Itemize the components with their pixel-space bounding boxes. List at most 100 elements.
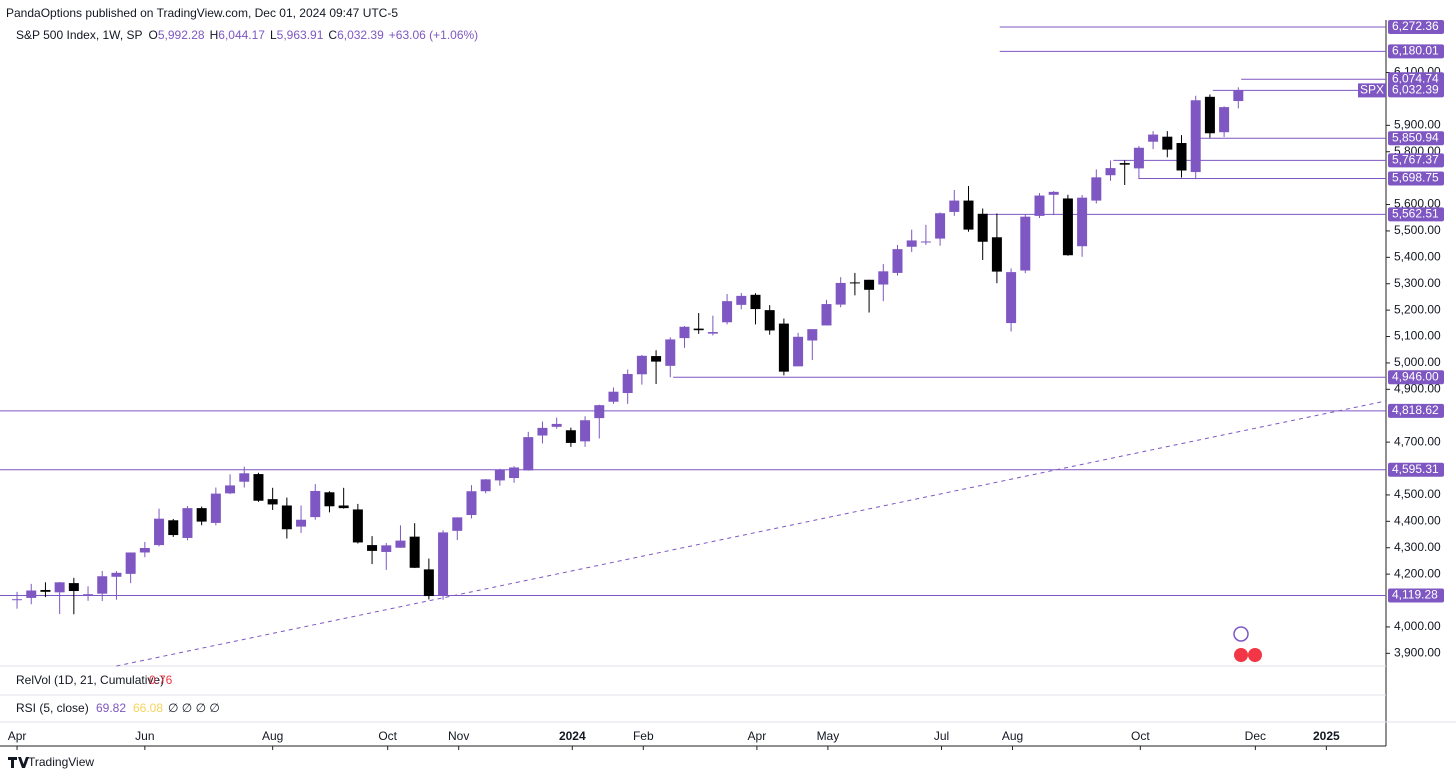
candle-body bbox=[651, 356, 662, 362]
candle-body bbox=[693, 328, 704, 331]
level-badge bbox=[1388, 131, 1444, 146]
candle-body bbox=[1105, 168, 1116, 176]
x-tick-label: Oct bbox=[378, 729, 397, 743]
y-tick-label: 5,000.00 bbox=[1394, 355, 1441, 369]
candle-body bbox=[338, 505, 349, 509]
y-tick-label: 4,000.00 bbox=[1394, 619, 1441, 633]
y-tick-label: 4,500.00 bbox=[1394, 487, 1441, 501]
x-tick-label: Aug bbox=[1002, 729, 1023, 743]
x-tick-label: Jun bbox=[135, 729, 154, 743]
candle-body bbox=[452, 517, 463, 531]
level-label: 4,119.28 bbox=[1392, 588, 1438, 602]
level-label: 5,767.37 bbox=[1392, 153, 1439, 167]
candle-body bbox=[1133, 147, 1144, 169]
candle-body bbox=[580, 420, 591, 442]
y-tick-label: 5,100.00 bbox=[1394, 329, 1441, 343]
candle-body bbox=[665, 339, 676, 366]
candle-body bbox=[494, 469, 505, 481]
candle-body bbox=[54, 582, 65, 593]
candle-body bbox=[1091, 177, 1102, 201]
level-label: 5,850.94 bbox=[1392, 130, 1439, 144]
level-badge bbox=[1388, 83, 1444, 98]
candle-body bbox=[26, 590, 37, 598]
legend-key: O bbox=[149, 28, 158, 42]
candle-body bbox=[679, 326, 690, 339]
candle-body bbox=[1006, 272, 1017, 324]
icons bbox=[1233, 626, 1262, 662]
y-tick-label: 5,600.00 bbox=[1394, 197, 1441, 211]
level-badge bbox=[1388, 171, 1444, 186]
candle-body bbox=[1233, 90, 1244, 102]
y-tick-label: 4,400.00 bbox=[1394, 514, 1441, 528]
y-tick-label: 3,900.00 bbox=[1394, 646, 1441, 660]
level-badge bbox=[1388, 72, 1444, 87]
candle-body bbox=[523, 437, 534, 471]
x-tick-label: Feb bbox=[633, 729, 654, 743]
candle-body bbox=[196, 508, 207, 522]
candle-body bbox=[239, 473, 250, 482]
candle-body bbox=[139, 547, 150, 553]
level-badge bbox=[1388, 153, 1444, 168]
published: PandaOptions published on TradingView.co… bbox=[6, 6, 398, 20]
level-label: 4,818.62 bbox=[1392, 403, 1439, 417]
x-tick-label: 2025 bbox=[1313, 729, 1340, 743]
level-label: 6,074.74 bbox=[1392, 71, 1439, 85]
candle-body bbox=[125, 552, 136, 574]
y-tick-label: 5,500.00 bbox=[1394, 223, 1441, 237]
icon bbox=[1233, 626, 1249, 642]
y-tick-label: 4,300.00 bbox=[1394, 540, 1441, 554]
candle-body bbox=[281, 505, 292, 530]
symbol-tag: SPX bbox=[1360, 83, 1384, 97]
candle-body bbox=[1062, 198, 1073, 256]
legend-key: L bbox=[270, 28, 277, 42]
candle-body bbox=[991, 237, 1002, 272]
candle-body bbox=[438, 532, 449, 596]
relvol-name: RelVol (1D, 21, Cumulative) bbox=[16, 673, 164, 687]
level-label: 5,562.51 bbox=[1392, 207, 1439, 221]
candle-body bbox=[892, 249, 903, 273]
x-tick-label: Nov bbox=[448, 729, 469, 743]
candle-body bbox=[111, 572, 122, 577]
candle-body bbox=[935, 213, 946, 239]
candle-body bbox=[97, 576, 108, 594]
candle-body bbox=[864, 279, 875, 290]
candle-body bbox=[920, 241, 931, 243]
chart-title: S&P 500 Index, 1W, SP bbox=[16, 28, 143, 42]
legend-value: 5,992.28 bbox=[158, 28, 205, 42]
x-tick-label: Apr bbox=[8, 729, 27, 743]
candle-body bbox=[1034, 195, 1045, 216]
rsi-name: RSI (5, close) bbox=[16, 701, 89, 715]
level-badge bbox=[1388, 588, 1444, 603]
x-tick-label: Oct bbox=[1131, 729, 1150, 743]
candle-body bbox=[352, 509, 363, 543]
level-badge bbox=[1388, 44, 1444, 59]
y-tick-label: 5,400.00 bbox=[1394, 250, 1441, 264]
level-badge bbox=[1388, 462, 1444, 477]
candle-body bbox=[1190, 100, 1201, 173]
candle-body bbox=[722, 301, 733, 323]
legend-key: H bbox=[210, 28, 219, 42]
candle-body bbox=[764, 310, 775, 331]
candle-body bbox=[793, 336, 804, 367]
rsi-value: 69.82 bbox=[96, 701, 126, 715]
x-tick-label: 2024 bbox=[559, 729, 586, 743]
candle-body bbox=[225, 485, 236, 494]
y-tick-label: 4,900.00 bbox=[1394, 382, 1441, 396]
candle-body bbox=[537, 427, 548, 436]
candle-body bbox=[154, 518, 165, 546]
candle-body bbox=[608, 391, 619, 402]
candle-body bbox=[12, 599, 23, 601]
candle-body bbox=[210, 493, 221, 523]
candle-body bbox=[750, 294, 761, 310]
icon bbox=[1248, 648, 1262, 662]
candle-body bbox=[1148, 134, 1159, 142]
candle-body bbox=[1162, 136, 1173, 150]
candle-body bbox=[296, 519, 307, 527]
rsi-extra: ∅ ∅ ∅ ∅ bbox=[168, 701, 220, 715]
x-tick-label: May bbox=[817, 729, 840, 743]
candle-body bbox=[1176, 143, 1187, 171]
candle-body bbox=[821, 304, 832, 326]
level-label: 4,946.00 bbox=[1392, 369, 1439, 383]
candle-body bbox=[324, 492, 335, 507]
